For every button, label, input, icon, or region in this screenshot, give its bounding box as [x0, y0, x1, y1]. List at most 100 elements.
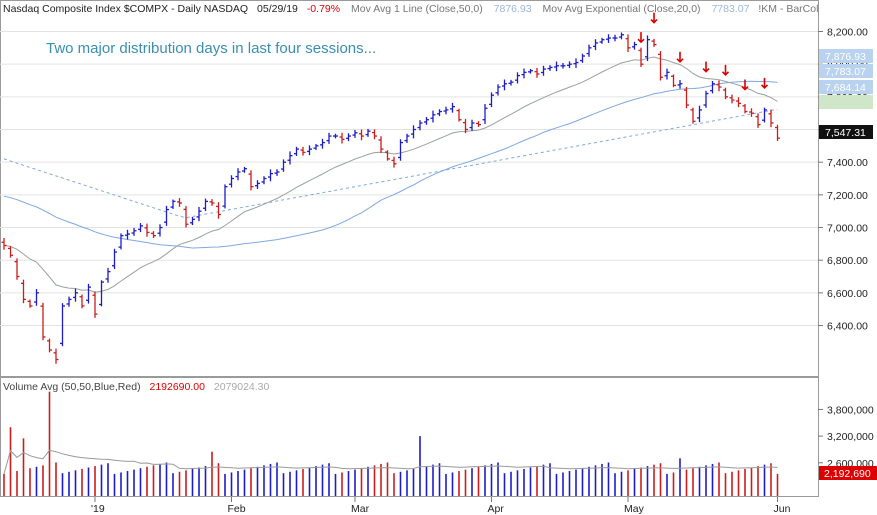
price-bars	[1, 32, 780, 364]
volume-label: Volume Avg (50,50,Blue,Red)	[3, 381, 141, 393]
price-bar	[216, 202, 221, 219]
price-bar	[92, 291, 98, 318]
price-bar	[177, 198, 182, 207]
last-price-label: 7,547.31	[825, 127, 866, 139]
price-bar	[424, 116, 429, 125]
header-ema-label: Mov Avg Exponential (Close,20,0)	[543, 3, 701, 15]
price-bar	[469, 119, 475, 131]
price-bar	[612, 34, 618, 42]
price-bar	[47, 338, 52, 353]
distribution-arrow	[741, 79, 749, 91]
price-bar	[14, 258, 20, 280]
price-bar	[339, 132, 345, 144]
price-bar	[391, 156, 397, 168]
price-tick-label: 8,200.00	[827, 27, 868, 39]
price-bar	[294, 146, 299, 156]
price-bar	[736, 97, 741, 108]
price-bar	[183, 206, 189, 228]
price-axis-ticks: 8,200.008,000.007,800.007,600.007,400.00…	[818, 27, 868, 333]
price-bar	[222, 184, 228, 209]
price-bar	[495, 84, 501, 96]
price-bar	[66, 296, 72, 307]
volume-value1: 2192690.00	[149, 381, 205, 393]
distribution-arrow	[760, 77, 769, 90]
price-bar	[476, 121, 481, 127]
price-bar	[21, 279, 26, 304]
ma200b-label-box	[819, 95, 873, 109]
price-bar	[417, 120, 423, 131]
price-bar	[313, 144, 319, 150]
price-tick-label: 7,200.00	[827, 190, 868, 202]
price-bar	[164, 205, 169, 226]
volume-panel-frame	[0, 377, 819, 497]
volume-last-box	[819, 466, 877, 480]
price-bar	[242, 166, 247, 173]
ema20-line	[3, 56, 778, 293]
price-bar	[411, 125, 416, 139]
date-axis-ticks: '19 Feb Mar Apr May Jun	[91, 497, 791, 515]
volume-tick-label: 3,200,000	[827, 431, 874, 443]
header-ema-value: 7783.07	[711, 3, 749, 15]
price-tick-label: 6,800.00	[827, 255, 868, 267]
price-bar	[60, 303, 65, 347]
distribution-arrow	[637, 32, 645, 44]
price-bar	[131, 228, 137, 236]
price-bar	[599, 37, 605, 44]
price-bar	[268, 169, 273, 182]
grid-layer	[0, 31, 818, 327]
price-bar	[86, 283, 91, 304]
price-bar	[463, 118, 468, 134]
ma50-line	[3, 80, 778, 249]
price-bar	[40, 302, 46, 341]
price-tick-label: 7,400.00	[827, 157, 868, 169]
header-ma1-label: Mov Avg 1 Line (Close,50,0)	[351, 3, 483, 15]
last-price-box	[819, 125, 873, 139]
date-tick-label: Apr	[488, 503, 505, 515]
price-bar	[690, 107, 696, 124]
header-symbol-title: Nasdaq Composite Index $COMPX - Daily NA…	[3, 3, 248, 15]
price-bar	[27, 299, 33, 308]
ma200-label-box	[819, 80, 873, 94]
price-bar	[300, 146, 306, 156]
volume-tick-label: 3,800,000	[827, 404, 874, 416]
volume-last-label: 2,192,690	[824, 468, 871, 480]
price-bar	[749, 108, 754, 117]
price-bar	[203, 198, 208, 212]
price-bar	[372, 129, 377, 140]
price-bar	[651, 38, 657, 47]
price-bar	[625, 34, 631, 53]
distribution-arrow	[650, 12, 658, 24]
price-bar	[105, 267, 111, 283]
price-bar	[287, 151, 293, 165]
price-bar	[437, 109, 442, 117]
price-bar	[138, 223, 143, 233]
ma50-label-box	[819, 49, 873, 63]
price-bar	[645, 35, 650, 62]
date-tick-label: Feb	[228, 503, 246, 515]
price-bar	[8, 246, 13, 258]
distribution-arrow	[676, 51, 684, 63]
annotation-text: Two major distribution days in last four…	[46, 40, 376, 57]
price-bar	[359, 129, 364, 141]
price-bar	[34, 289, 39, 306]
price-bar	[430, 110, 436, 123]
price-bar	[521, 68, 527, 79]
price-bar	[450, 102, 455, 113]
ema20-label-box	[819, 64, 873, 78]
price-bar	[261, 176, 267, 185]
price-bar	[482, 104, 488, 124]
price-tick-label: 6,400.00	[827, 321, 868, 333]
ma50-price-label: 7,876.93	[825, 51, 866, 63]
price-tick-label: 6,600.00	[827, 288, 868, 300]
price-bar	[573, 58, 579, 68]
price-bar	[190, 217, 195, 226]
price-bar	[274, 169, 280, 176]
price-bar	[762, 107, 767, 123]
price-bar	[508, 79, 514, 86]
price-bar	[606, 34, 611, 43]
price-bar	[333, 133, 338, 139]
price-bar	[281, 159, 286, 172]
price-bar	[541, 65, 546, 76]
price-bar	[755, 113, 761, 128]
